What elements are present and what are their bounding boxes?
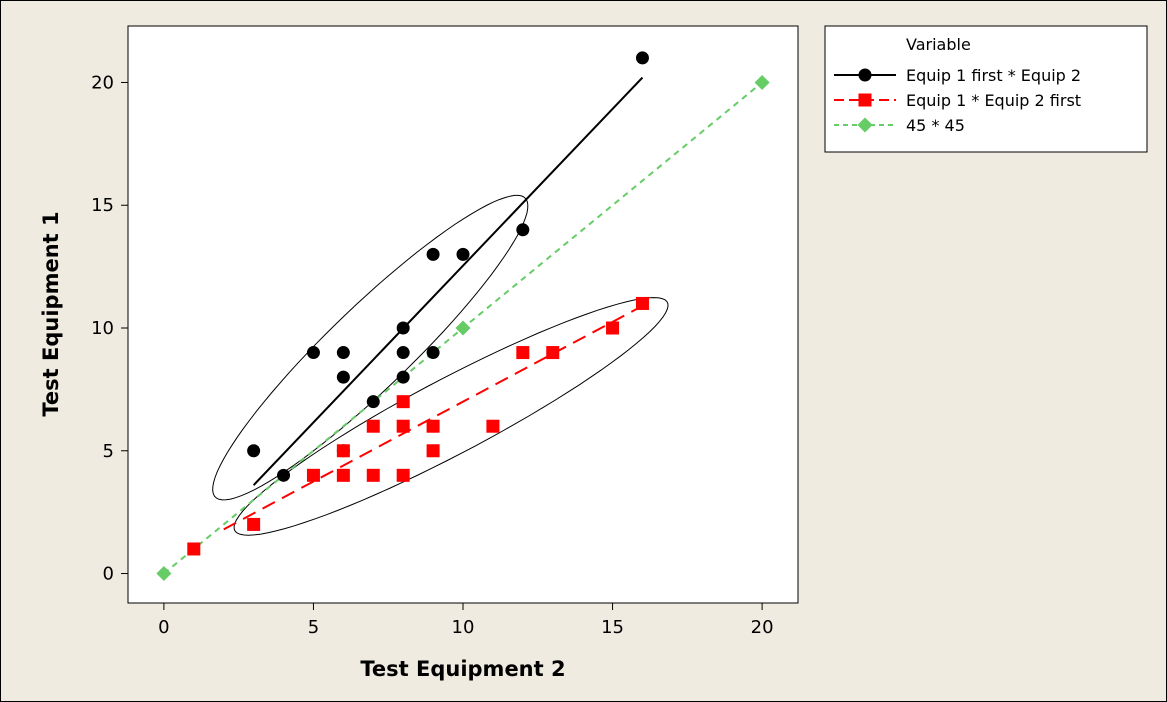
data-point <box>396 370 410 384</box>
x-tick-label: 0 <box>158 617 169 638</box>
data-point <box>396 419 410 433</box>
data-point <box>336 444 350 458</box>
data-point <box>366 395 380 409</box>
data-point <box>396 395 410 409</box>
plot-area <box>127 25 799 604</box>
data-point <box>516 223 530 237</box>
data-point <box>366 468 380 482</box>
legend-box <box>824 25 1148 153</box>
data-point <box>396 468 410 482</box>
data-point <box>247 517 261 531</box>
data-point <box>366 419 380 433</box>
confidence-ellipses <box>212 194 669 536</box>
legend-label: 45 * 45 <box>906 116 965 135</box>
ellipse <box>233 297 669 536</box>
y-axis: 0 5 10 15 20 <box>91 72 128 585</box>
legend-title: Variable <box>906 35 971 54</box>
data-points <box>156 51 770 582</box>
legend-label: Equip 1 first * Equip 2 <box>906 66 1081 85</box>
data-point <box>546 346 560 360</box>
data-point <box>426 444 440 458</box>
y-tick-label: 10 <box>91 318 114 339</box>
series-line <box>223 305 643 531</box>
data-point <box>516 346 530 360</box>
x-tick-label: 15 <box>601 617 624 638</box>
data-point <box>606 321 620 335</box>
legend-marker <box>857 117 873 133</box>
data-point <box>247 444 261 458</box>
data-point <box>635 51 649 65</box>
legend-marker <box>858 93 872 107</box>
data-point <box>336 346 350 360</box>
data-point <box>306 346 320 360</box>
data-point <box>336 370 350 384</box>
data-point <box>396 346 410 360</box>
ellipse <box>212 194 529 501</box>
x-tick-label: 10 <box>452 617 475 638</box>
data-point <box>426 346 440 360</box>
data-point <box>455 320 471 336</box>
data-point <box>336 468 350 482</box>
x-tick-label: 20 <box>751 617 774 638</box>
x-axis: 0 5 10 15 20 <box>158 603 774 638</box>
legend-marker <box>858 68 872 82</box>
data-point <box>754 74 770 90</box>
data-point <box>187 542 201 556</box>
data-point <box>396 321 410 335</box>
data-point <box>456 247 470 261</box>
x-tick-label: 5 <box>308 617 319 638</box>
legend-label: Equip 1 * Equip 2 first <box>906 91 1081 110</box>
y-axis-label: Test Equipment 1 <box>39 211 63 416</box>
y-tick-label: 5 <box>103 441 114 462</box>
legend-entries: Equip 1 first * Equip 2 Equip 1 * Equip 2… <box>834 66 1081 135</box>
y-tick-label: 20 <box>91 72 114 93</box>
x-axis-label: Test Equipment 2 <box>360 657 565 681</box>
data-point <box>426 247 440 261</box>
data-point <box>277 468 291 482</box>
series-line <box>252 76 644 486</box>
data-point <box>306 468 320 482</box>
y-tick-label: 15 <box>91 195 114 216</box>
data-point <box>635 296 649 310</box>
y-tick-label: 0 <box>103 564 114 585</box>
data-point <box>156 566 172 582</box>
data-point <box>426 419 440 433</box>
data-point <box>486 419 500 433</box>
